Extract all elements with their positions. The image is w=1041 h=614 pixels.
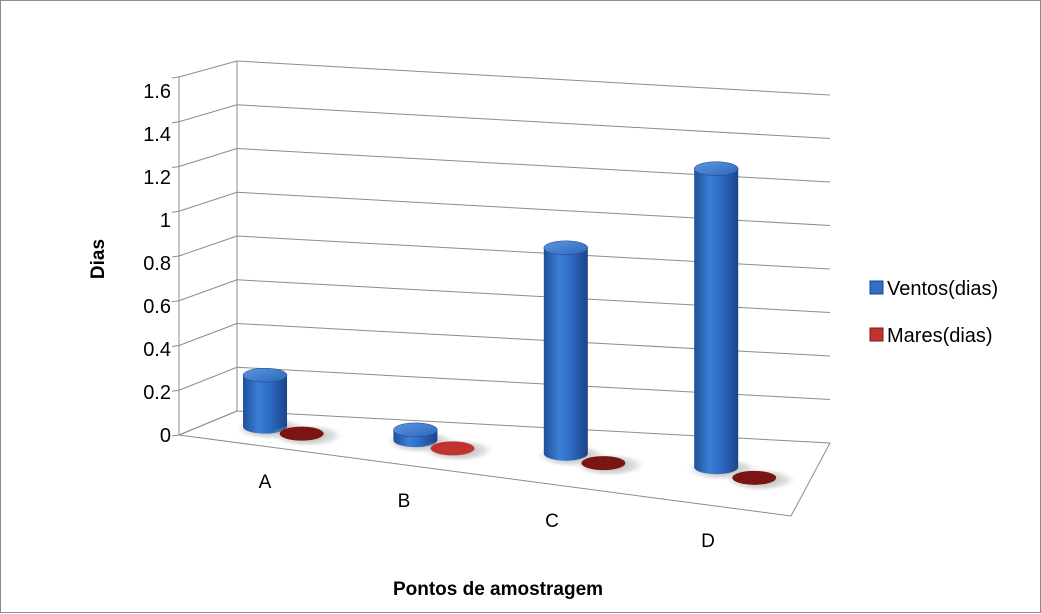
y-tick-mark: [171, 121, 180, 124]
bar-body: [243, 375, 288, 434]
category-label: D: [701, 531, 715, 552]
gridline-side: [178, 323, 238, 346]
gridline-side: [178, 148, 238, 167]
gridline-side: [178, 104, 238, 123]
category-label: A: [259, 472, 272, 493]
bar-ventos: [383, 422, 460, 455]
y-tick-mark: [171, 76, 180, 79]
bar-top: [430, 441, 475, 456]
bar-ventos: [533, 240, 610, 468]
y-axis-ticks: 0 0.2 0.4 0.6 0.8 1 1.2 1.4 1.6: [143, 81, 171, 447]
bar-top: [581, 456, 626, 471]
bar-ventos: [684, 161, 761, 482]
y-tick-mark: [171, 166, 180, 168]
gridline-side: [178, 410, 238, 436]
y-tick-label: 1: [160, 210, 171, 232]
bar-top: [393, 422, 438, 438]
legend-label-mares: Mares(dias): [887, 325, 993, 347]
legend: Ventos(dias) Mares(dias): [869, 278, 998, 347]
bar-top: [732, 470, 777, 485]
y-tick-mark: [171, 389, 180, 392]
y-tick-label: 1.2: [143, 167, 171, 189]
bar-top: [242, 367, 288, 383]
y-tick-mark: [171, 255, 180, 258]
gridline-back: [236, 323, 831, 357]
bar-mares: [420, 438, 497, 463]
bar-top: [693, 161, 739, 176]
gridline-side: [178, 191, 238, 212]
bars: [233, 161, 799, 492]
y-tick-label: 1.6: [143, 81, 171, 103]
gridline-side: [178, 60, 238, 78]
gridline-back: [236, 279, 831, 313]
bar-mares: [269, 423, 346, 448]
y-tick-label: 1.4: [143, 124, 171, 146]
gridline-back: [236, 366, 831, 400]
legend-swatch-mares: [869, 327, 884, 342]
y-tick-label: 0.8: [143, 253, 171, 275]
y-tick-mark: [171, 434, 180, 437]
gridline-back: [236, 148, 831, 183]
gridline-side: [178, 366, 238, 391]
bar-top: [543, 240, 589, 256]
gridline-back: [236, 191, 831, 226]
bar-mares: [722, 467, 799, 492]
legend-label-ventos: Ventos(dias): [887, 278, 998, 300]
y-tick-label: 0.6: [143, 296, 171, 318]
gridline-back: [236, 235, 831, 270]
bar-mares: [571, 453, 648, 478]
category-label: B: [398, 491, 411, 512]
gridline-back: [236, 60, 831, 96]
y-tick-label: 0.4: [143, 339, 171, 361]
bar-body: [694, 168, 739, 475]
y-tick-label: 0.2: [143, 382, 171, 404]
y-tick-label: 0: [160, 425, 171, 447]
category-label: C: [545, 511, 559, 532]
x-axis-categories: A B C D: [259, 472, 715, 552]
gridline-back: [236, 104, 831, 139]
bar-top: [279, 426, 324, 441]
gridline-side: [178, 235, 238, 257]
gridline-side: [178, 279, 238, 302]
y-tick-mark: [171, 300, 180, 303]
legend-swatch-ventos: [869, 280, 884, 295]
y-tick-mark: [171, 210, 180, 213]
y-axis-title: Dias: [88, 239, 109, 279]
bar-body: [543, 247, 588, 461]
x-axis-title: Pontos de amostragem: [393, 579, 603, 600]
y-tick-mark: [171, 345, 180, 347]
